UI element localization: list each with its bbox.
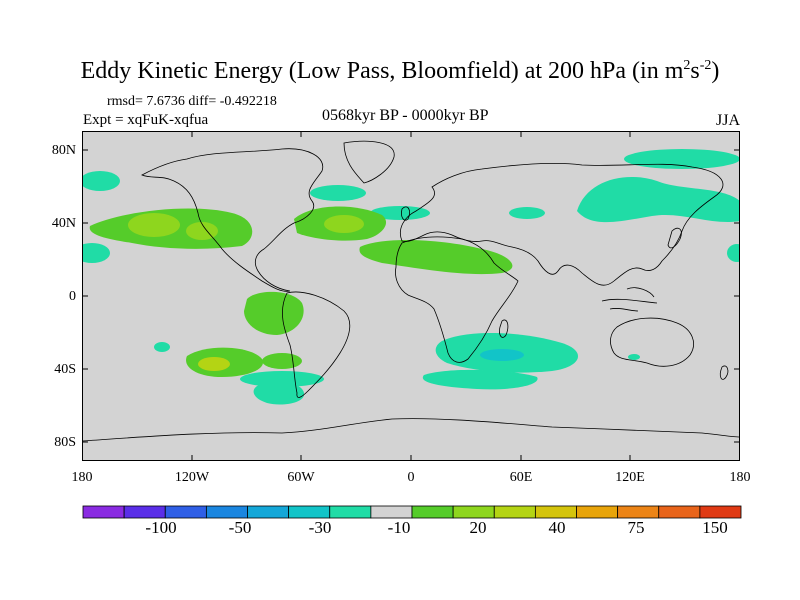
region-chile-cyan [240,371,324,387]
colorbar-label-minus50: -50 [228,518,252,537]
coast-new-zealand [719,365,729,380]
eke-difference-map [82,131,740,461]
region-patagonia-cyan [253,381,305,405]
lon-label-180w: 180 [71,470,93,485]
lat-label-0: 0 [69,289,76,304]
colorbar-swatch [123,505,166,519]
coast-africa [395,236,519,363]
region-west-cyan [82,243,110,263]
colorbar-swatch [658,505,701,519]
lat-label-80s: 80S [54,435,76,450]
stats-text: rmsd= 7.6736 diff= -0.492218 [107,94,277,109]
colorbar-swatch [576,505,619,519]
colorbar-label-minus100: -100 [145,518,177,537]
colorbar-label-150: 150 [702,518,728,537]
region-pacific-yellowgreen [128,213,180,237]
coast-north-america [141,148,324,292]
region-south-atlantic-cyan [422,369,538,390]
colorbar [82,505,742,519]
region-small-cyan-2 [628,354,640,360]
region-nw-pacific-cyan [577,176,740,223]
colorbar-swatch [370,505,413,519]
region-pacific-yellowgreen-2 [186,222,218,240]
colorbar-swatch [288,505,331,519]
lon-label-60w: 60W [287,470,315,485]
region-pacific-north-cyan [624,149,740,169]
colorbar-swatch [164,505,207,519]
colorbar-swatch [82,505,125,519]
coast-indonesia [601,287,658,312]
lon-label-180e: 180 [729,470,751,485]
colorbar-label-minus30: -30 [308,518,332,537]
coastlines [82,140,740,442]
region-eastpac-green [244,291,304,335]
colorbar-swatch [411,505,454,519]
coast-greenland [343,140,395,184]
map-title: Eddy Kinetic Energy (Low Pass, Bloomfiel… [80,58,720,84]
experiment-label: Expt = xqFuK-xqfua [83,112,209,128]
lat-label-40n: 40N [51,216,76,231]
region-south-indian-teal [480,349,524,361]
colorbar-label-minus10: -10 [387,518,411,537]
colorbar-swatch [493,505,536,519]
region-small-cyan [154,342,170,352]
coast-south-america [282,291,351,398]
coast-madagascar [499,319,509,338]
season-label: JJA [716,112,741,129]
coast-japan [667,227,682,249]
coast-uk [401,206,410,221]
region-atlantic-cyan [310,185,366,201]
coast-antarctica [82,418,740,442]
colorbar-swatch [534,505,577,519]
lat-label-80n: 80N [51,143,76,158]
region-southpac-yellow [198,357,230,371]
colorbar-swatch [617,505,660,519]
colorbar-label-20: 20 [469,518,487,537]
lon-label-120e: 120E [615,470,645,485]
coast-eurasia [399,162,724,286]
coast-australia [610,317,694,367]
lon-label-0: 0 [407,470,415,485]
region-east-cyan [727,244,740,262]
region-europe-cyan [370,206,430,220]
colorbar-label-40: 40 [548,518,566,537]
region-nw-cyan [82,171,120,191]
colorbar-swatch [699,505,742,519]
colorbar-swatch [452,505,495,519]
region-chile-green [262,353,302,369]
lon-label-120w: 120W [174,470,210,485]
colorbar-label-75: 75 [627,518,645,537]
colorbar-swatch [205,505,248,519]
region-asia-cyan [509,207,545,219]
colorbar-swatch [329,505,372,519]
lon-label-60e: 60E [509,470,533,485]
colorbar-swatch [247,505,290,519]
region-africa-green [359,240,513,275]
axis-ticks [82,131,740,461]
period-label: 0568kyr BP - 0000kyr BP [322,107,489,124]
region-atlantic-yellowgreen [324,215,364,233]
anomaly-regions [82,149,740,405]
lat-label-40s: 40S [54,362,76,377]
